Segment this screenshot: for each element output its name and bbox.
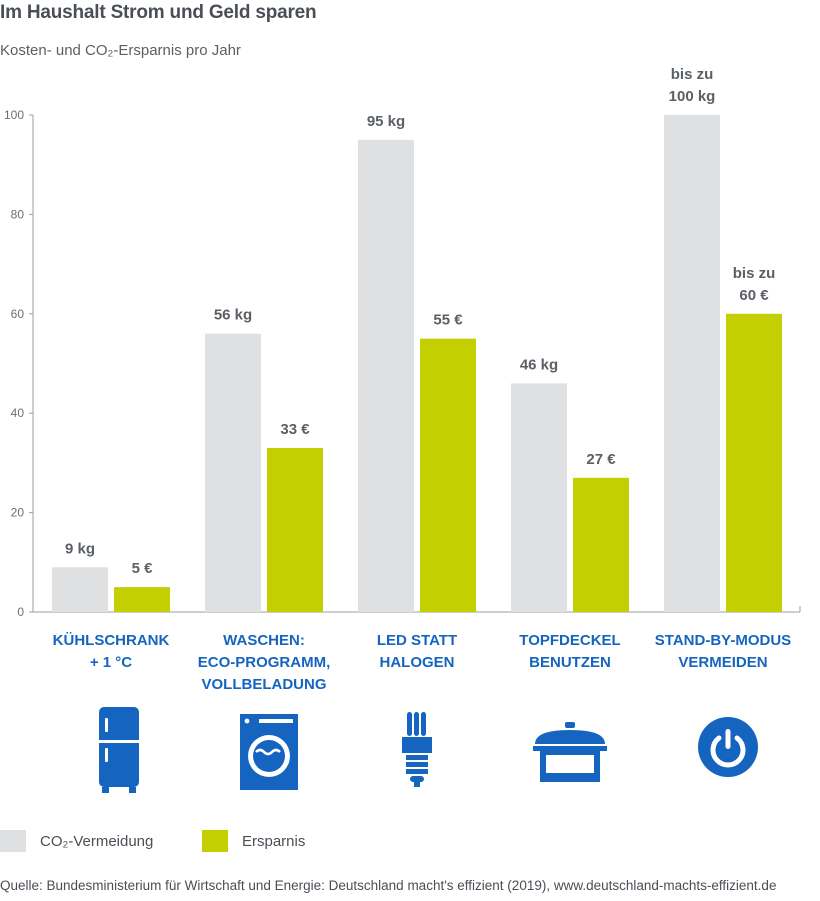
washing-machine-icon: [240, 714, 298, 790]
value-label-co2: 95 kg: [367, 113, 405, 130]
legend-item-co2: CO₂-Vermeidung: [0, 830, 153, 852]
bar-savings: [420, 338, 476, 612]
bulb-icon: [402, 712, 432, 787]
bar-co2: [511, 383, 567, 612]
bar-co2: [358, 139, 414, 612]
value-label-co2: 46 kg: [520, 356, 558, 373]
category-label: + 1 °C: [90, 654, 132, 671]
bar-co2: [52, 567, 108, 612]
y-tick-label: 40: [11, 406, 25, 420]
category-label: LED STATT: [377, 632, 457, 649]
category-label: TOPFDECKEL: [519, 632, 620, 649]
legend-swatch-co2: [0, 830, 26, 852]
y-tick-label: 0: [17, 605, 24, 619]
power-icon: [698, 717, 758, 777]
pot-icon: [533, 722, 607, 782]
y-tick-label: 60: [11, 307, 25, 321]
legend-label-savings: Ersparnis: [242, 832, 306, 850]
value-label-savings: 60 €: [739, 287, 769, 304]
bar-savings: [726, 313, 782, 612]
category-label: ECO-PROGRAMM,: [198, 654, 331, 671]
bar-savings: [573, 477, 629, 612]
category-label: WASCHEN:: [223, 632, 305, 649]
value-label-co2: 56 kg: [214, 307, 252, 324]
value-label-co2: 100 kg: [669, 88, 716, 105]
value-label-savings: 33 €: [280, 421, 310, 438]
y-tick-label: 80: [11, 207, 25, 221]
category-label: VERMEIDEN: [678, 654, 767, 671]
category-label: HALOGEN: [380, 654, 455, 671]
source-note: Quelle: Bundesministerium für Wirtschaft…: [0, 878, 777, 893]
bar-chart: 0 20 40 60 80 100 9 kg 5 € 56 kg 33 € 95 kg 55 € 46…: [4, 66, 801, 693]
bar-co2: [205, 333, 261, 612]
y-tick-label: 20: [11, 506, 25, 520]
value-label-co2: bis zu: [671, 66, 714, 83]
legend-swatch-savings: [202, 830, 228, 852]
category-label: VOLLBELADUNG: [202, 676, 327, 693]
value-label-savings: 27 €: [586, 451, 616, 468]
bar-savings: [114, 587, 170, 612]
value-label-savings: 5 €: [132, 560, 154, 577]
value-label-co2: 9 kg: [65, 540, 95, 557]
y-tick-label: 100: [4, 108, 24, 122]
legend-label-co2: CO₂-Vermeidung: [40, 832, 154, 850]
bar-savings: [267, 447, 323, 612]
chart-title: Im Haushalt Strom und Geld sparen: [0, 2, 317, 23]
category-label: BENUTZEN: [529, 654, 611, 671]
value-label-savings: bis zu: [733, 265, 776, 282]
legend-item-savings: Ersparnis: [202, 830, 305, 852]
value-label-savings: 55 €: [433, 312, 463, 329]
chart-subtitle: Kosten- und CO₂-Ersparnis pro Jahr: [0, 42, 241, 59]
fridge-icon: [99, 707, 139, 793]
bar-co2: [664, 115, 720, 612]
category-label: STAND-BY-MODUS: [655, 632, 791, 649]
category-label: KÜHLSCHRANK: [53, 632, 170, 649]
